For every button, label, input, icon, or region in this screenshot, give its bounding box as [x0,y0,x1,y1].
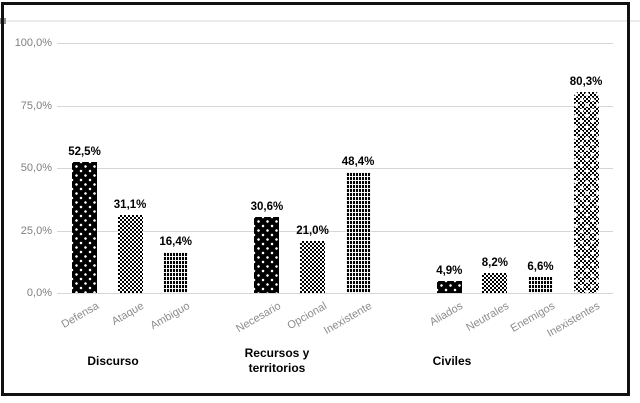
object-boundary-line [0,20,640,22]
data-label: 48,4% [341,156,375,168]
gridline [57,105,613,107]
data-label: 4,9% [436,264,463,277]
group-label: Civiles [432,353,472,368]
gridline [57,43,613,44]
y-tick-label: 75,0% [20,99,52,112]
bar-ataque [117,215,143,293]
bar-defensa [72,161,97,293]
gridline [57,168,613,169]
data-label: 52,5% [68,145,101,158]
data-label: 6,6% [527,260,554,273]
bar-opcional [300,240,325,293]
bar-aliados [436,280,462,293]
bar-necesario [254,216,280,293]
data-label: 8,2% [481,256,508,269]
y-tick-label: 25,0% [20,224,52,237]
y-tick-label: 50,0% [20,162,52,174]
gridline [57,293,613,294]
bar-inexistente [345,172,371,293]
group-label: Discurso [87,353,139,368]
bar-enemigos [528,276,553,293]
gridline [57,230,613,232]
bar-ambiguo [163,252,189,293]
data-label: 21,0% [296,224,329,237]
data-label: 30,6% [250,200,284,213]
bar-inexistentes [573,92,599,293]
y-tick-label: 0,0% [26,287,52,299]
data-label: 16,4% [159,236,192,248]
bar-neutrales [482,272,508,293]
y-tick-label: 100,0% [14,37,52,49]
data-label: 80,3% [569,76,603,89]
chart-border [1,2,630,396]
group-label: Recursos y territorios [244,346,310,375]
data-label: 31,1% [113,199,147,212]
